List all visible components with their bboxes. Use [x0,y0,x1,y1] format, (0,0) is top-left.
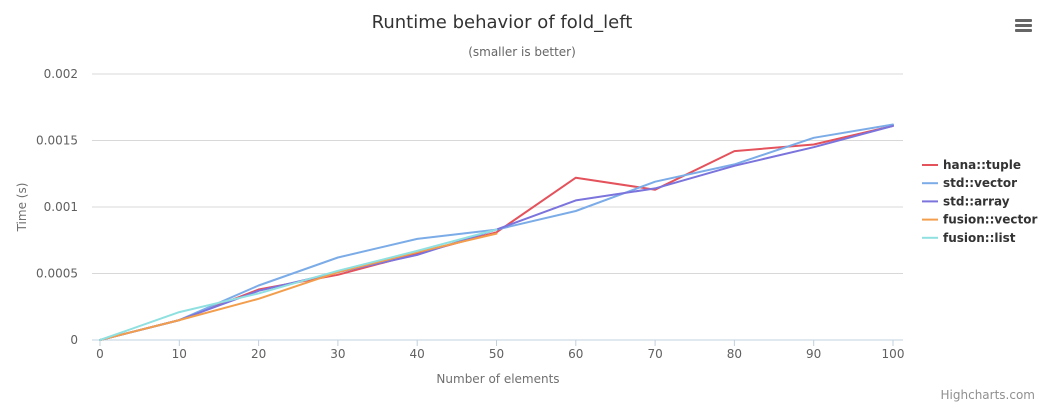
legend-item[interactable]: std::array [922,194,1010,208]
credits-link[interactable]: Highcharts.com [941,388,1035,402]
hamburger-menu-icon[interactable] [1005,14,1035,38]
legend: hana::tuplestd::vectorstd::arrayfusion::… [922,158,1037,245]
x-tick-labels: 0 10 20 30 40 50 60 70 80 90 100 [96,347,904,361]
y-axis-title: Time (s) [15,183,29,233]
series-lines [99,123,894,341]
series-line-fusion-list[interactable] [99,228,498,341]
chart-subtitle: (smaller is better) [468,45,576,59]
x-tick-label: 20 [251,347,266,361]
x-axis [92,339,903,346]
x-tick-label: 50 [489,347,504,361]
y-tick-label: 0.001 [44,200,78,214]
legend-item[interactable]: fusion::list [922,231,1016,245]
legend-item[interactable]: hana::tuple [922,158,1021,172]
legend-label: std::vector [943,176,1017,190]
legend-item[interactable]: std::vector [922,176,1017,190]
x-tick-label: 90 [806,347,821,361]
x-tick-label: 30 [330,347,345,361]
y-tick-labels: 0 0.0005 0.001 0.0015 0.002 [36,67,78,347]
x-tick-label: 80 [727,347,742,361]
x-tick-label: 70 [647,347,662,361]
x-tick-label: 40 [410,347,425,361]
legend-label: std::array [943,194,1010,208]
x-axis-title: Number of elements [436,372,559,386]
y-tick-label: 0.0015 [36,134,78,148]
legend-item[interactable]: fusion::vector [922,213,1037,227]
y-tick-label: 0 [70,333,78,347]
y-gridlines [92,73,903,274]
legend-label: fusion::vector [943,213,1037,227]
legend-label: hana::tuple [943,158,1021,172]
legend-label: fusion::list [943,231,1016,245]
x-tick-label: 60 [568,347,583,361]
x-tick-label: 100 [882,347,905,361]
chart-title: Runtime behavior of fold_left [372,12,633,33]
series-line-fusion-vector[interactable] [99,232,498,341]
x-tick-label: 0 [96,347,104,361]
x-tick-label: 10 [172,347,187,361]
y-tick-label: 0.002 [44,67,78,81]
y-tick-label: 0.0005 [36,267,78,281]
